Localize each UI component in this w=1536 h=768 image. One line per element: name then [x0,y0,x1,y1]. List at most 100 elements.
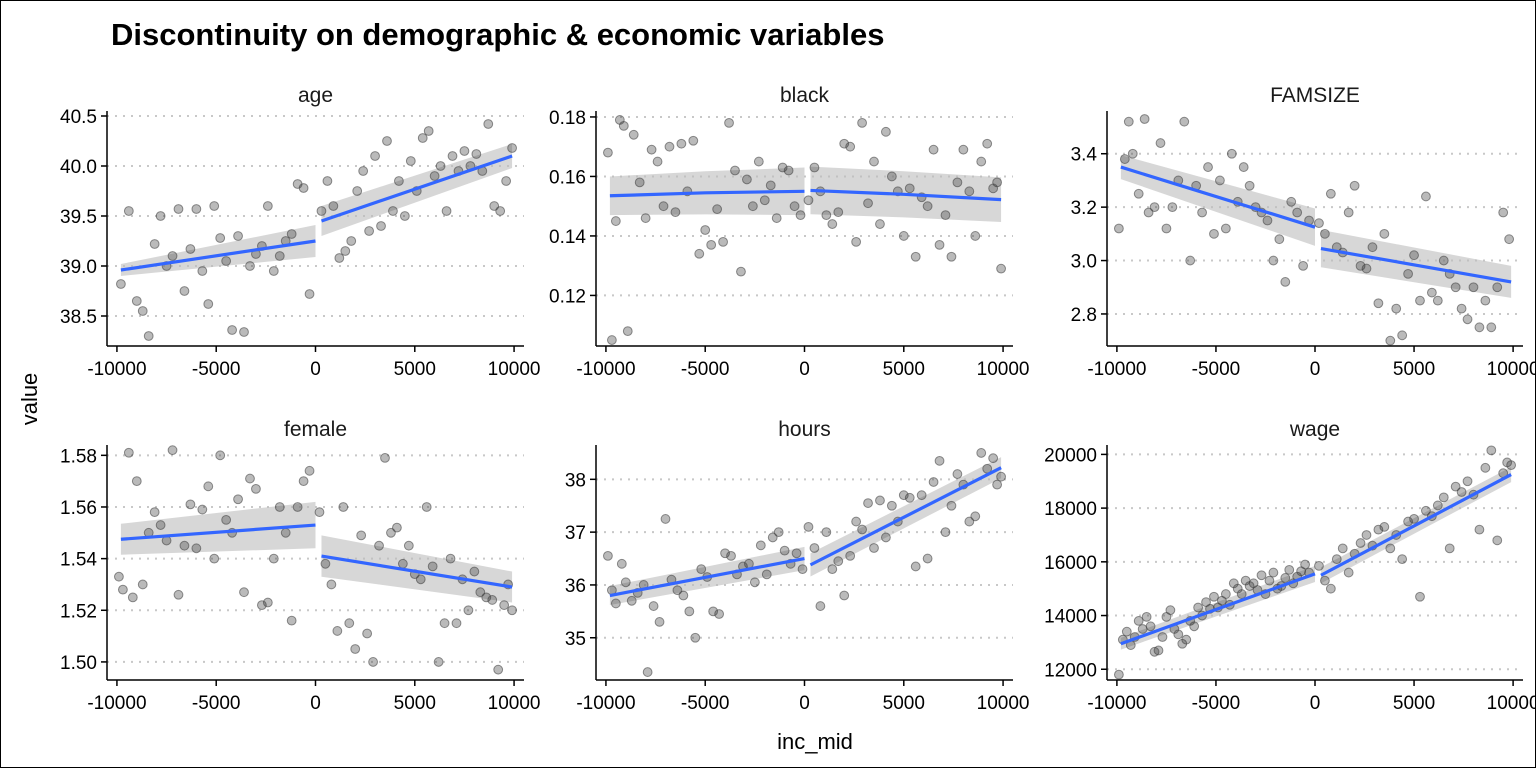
data-point [676,138,687,149]
data-point [1438,255,1449,266]
data-point [1123,116,1134,127]
data-point [863,498,873,508]
data-point [821,210,832,221]
x-tick-label: -10000 [576,693,635,714]
data-point [123,447,134,458]
data-point [779,545,790,556]
data-point [851,236,862,247]
ribbon-left [120,501,316,555]
data-point [356,530,367,541]
x-tick-label: 10000 [977,693,1030,714]
data-point [1450,481,1461,492]
data-point [197,266,208,276]
data-point [1415,295,1425,306]
y-tick-label: 1.54 [60,550,97,571]
data-point [964,186,975,197]
data-point [179,286,190,296]
data-point [131,476,142,487]
data-point [634,177,645,188]
data-point [374,540,384,551]
data-point [1268,255,1279,266]
data-point [1403,269,1413,279]
data-point [869,543,879,553]
data-point [1145,621,1156,632]
fit-line-left [609,556,805,598]
data-point [857,118,867,128]
data-point [660,514,671,524]
data-point [1173,629,1184,640]
panel-black: black 0.12 0.14 0.16 0.18 -10000 -5000 0 5000 100… [549,84,1029,380]
data-point [493,664,504,675]
panel-female: female 1.50 1.52 1.54 1.56 1.58 -10000 -5000 0 50… [60,418,540,714]
data-point [1444,543,1455,554]
data-point [904,492,915,503]
data-point [280,527,291,538]
data-point [1421,191,1431,202]
data-point [116,279,126,289]
data-point [447,151,458,161]
data-point [397,558,408,569]
data-point [789,201,800,212]
x-tick-label: -5000 [681,359,730,380]
data-point [392,522,402,533]
data-point [730,165,740,176]
data-point [1119,154,1130,164]
data-point [239,587,249,598]
data-point [1361,530,1372,540]
data-point [1492,282,1503,293]
data-point [1462,314,1473,325]
data-point [1397,330,1408,341]
data-point [857,524,867,535]
data-point [1256,570,1267,581]
data-point [328,201,339,211]
data-point [815,601,826,611]
ribbon-left [1120,155,1315,246]
data-point [714,609,725,619]
data-point [791,548,802,559]
data-point [886,500,897,511]
data-point [904,183,915,194]
data-point [215,233,226,243]
data-point [1480,462,1491,473]
data-point [646,144,657,155]
data-point [1438,492,1449,503]
data-point [1203,162,1213,172]
y-tick-label: 38 [565,470,586,491]
data-point [648,601,659,611]
data-point [1355,538,1366,548]
data-point [469,566,480,577]
data-point [1238,162,1249,172]
data-point [298,183,309,193]
panel-famsize: FAMSIZE 2.8 3.0 3.2 3.4 -10000 -5000 0 5000 10000 [1071,84,1535,380]
panels-layer: age 38.5 39.0 39.5 40.0 40.5 -10000 -5000 0 5000 1… [60,84,1535,714]
y-tick-label: 12000 [1044,660,1097,681]
data-point [1220,223,1231,234]
data-point [332,626,343,636]
panel-title: FAMSIZE [1270,84,1360,107]
panel-title: age [298,84,333,107]
data-point [344,618,355,629]
data-point [1197,207,1207,218]
data-point [233,494,243,505]
y-tick-label: 1.52 [60,601,97,622]
data-point [712,204,723,215]
data-point [209,553,220,564]
data-point [765,180,776,191]
panel-age: age 38.5 39.0 39.5 40.0 40.5 -10000 -5000 0 5000 1… [60,84,540,380]
data-point [833,556,844,567]
y-tick-label: 35 [565,629,586,650]
data-point [690,632,701,643]
data-point [606,335,617,345]
data-point [1274,234,1285,245]
data-point [869,156,879,167]
y-tick-label: 39.0 [60,257,97,278]
x-tick-label: 5000 [883,359,925,380]
data-point [304,465,315,476]
data-point [268,553,279,564]
data-point [863,198,873,209]
data-point [427,561,438,572]
data-point [952,177,963,188]
data-point [370,151,380,161]
data-point [742,174,752,185]
data-point [197,504,208,515]
